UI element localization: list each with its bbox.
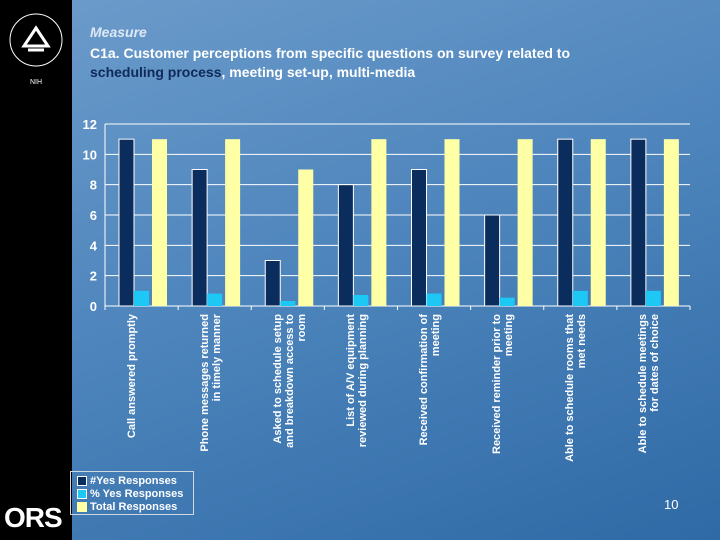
legend: #Yes Responses % Yes Responses Total Res…: [70, 471, 194, 515]
bar-1: [353, 294, 369, 306]
bar-2: [444, 139, 460, 306]
legend-label: #Yes Responses: [90, 474, 177, 487]
y-tick-label: 8: [90, 178, 97, 193]
x-tick-label: Received confirmation of meeting: [418, 314, 443, 446]
legend-item: Total Responses: [77, 500, 193, 513]
x-tick-label: Able to schedule rooms that met needs: [564, 314, 589, 462]
legend-item: % Yes Responses: [77, 487, 193, 500]
bar-0: [630, 138, 647, 307]
bar-0: [484, 214, 501, 307]
bar-2: [590, 139, 606, 306]
bar-0: [411, 169, 427, 307]
y-tick-label: 6: [90, 208, 97, 223]
legend-label: Total Responses: [90, 500, 178, 513]
bar-2: [663, 139, 679, 306]
bar-0: [118, 138, 135, 307]
title-text-end: , meeting set-up, multi-media: [221, 64, 416, 80]
y-tick-label: 12: [83, 117, 97, 132]
bar-2: [298, 169, 314, 306]
bar-2: [152, 139, 167, 306]
slide-title: C1a. Customer perceptions from specific …: [90, 44, 590, 82]
x-tick-label: Call answered promptly: [125, 314, 138, 439]
bar-0: [191, 169, 208, 307]
x-tick-label: Phone messages returned in timely manner: [198, 314, 223, 452]
y-tick-label: 2: [90, 269, 97, 284]
bar-0: [337, 184, 354, 307]
bar-2: [517, 139, 533, 306]
bar-1: [572, 290, 588, 306]
bar-2: [371, 139, 387, 306]
bar-1: [207, 293, 223, 306]
x-tick-label: Asked to schedule setup and breakdown ac…: [271, 314, 308, 448]
bar-2: [225, 139, 241, 306]
bar-1: [645, 290, 661, 306]
ors-logo: ORS: [4, 502, 63, 533]
legend-item: #Yes Responses: [77, 474, 193, 487]
title-highlight: scheduling process: [90, 64, 222, 80]
left-bar: NIH ORS: [0, 0, 72, 540]
bar-1: [134, 290, 149, 306]
page-number: 10: [664, 497, 679, 512]
bar-1: [280, 300, 296, 306]
y-tick-label: 10: [83, 147, 97, 162]
nih-logo: NIH: [9, 13, 63, 86]
bar-0: [264, 260, 281, 307]
y-tick-label: 4: [90, 238, 98, 253]
x-tick-label: Received reminder prior to meeting: [491, 314, 516, 454]
title-text: C1a. Customer perceptions from specific …: [90, 45, 571, 61]
bar-1: [499, 297, 515, 306]
bar-0: [557, 138, 574, 307]
svg-text:NIH: NIH: [30, 79, 42, 86]
x-tick-label: Able to schedule meetings for dates of c…: [637, 314, 662, 454]
y-tick-label: 0: [90, 299, 97, 314]
measure-label: Measure: [90, 24, 147, 40]
bar-1: [426, 293, 442, 306]
legend-label: % Yes Responses: [90, 487, 184, 500]
x-tick-label: List of A/V equipment reviewed during pl…: [344, 314, 369, 448]
